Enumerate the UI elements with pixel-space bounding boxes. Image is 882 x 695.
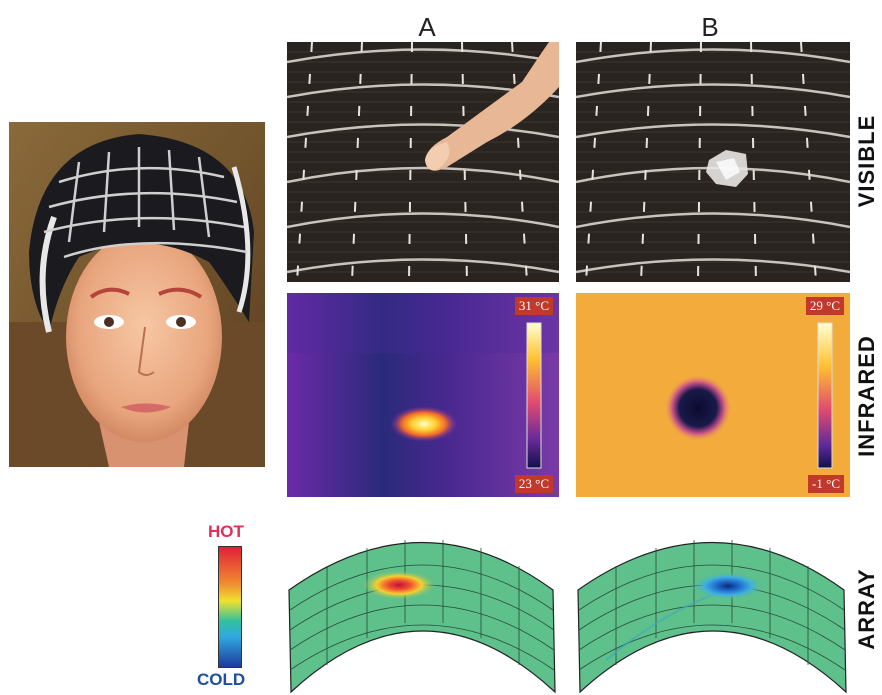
row-label-infrared: INFRARED bbox=[854, 335, 879, 457]
mannequin-photo bbox=[9, 122, 265, 467]
array-map-a bbox=[287, 520, 559, 695]
infrared-b-min-label: -1 °C bbox=[808, 475, 844, 493]
scale-hot-label: HOT bbox=[208, 522, 244, 541]
infrared-image-a: 31 °C 23 °C bbox=[287, 293, 559, 497]
column-label-b: B bbox=[701, 12, 719, 42]
infrared-image-b: 29 °C -1 °C bbox=[576, 293, 850, 497]
visible-photo-b bbox=[576, 42, 850, 282]
visible-photo-a bbox=[287, 42, 559, 282]
column-label-a: A bbox=[418, 12, 436, 42]
infrared-a-max-label: 31 °C bbox=[514, 297, 553, 315]
color-scale-bar bbox=[218, 546, 242, 668]
row-label-array: ARRAY bbox=[854, 568, 879, 650]
infrared-b-max-label: 29 °C bbox=[805, 297, 844, 315]
array-map-b bbox=[576, 520, 850, 695]
infrared-a-min-label: 23 °C bbox=[514, 475, 553, 493]
row-label-visible: VISIBLE bbox=[854, 114, 879, 208]
scale-cold-label: COLD bbox=[197, 670, 246, 689]
